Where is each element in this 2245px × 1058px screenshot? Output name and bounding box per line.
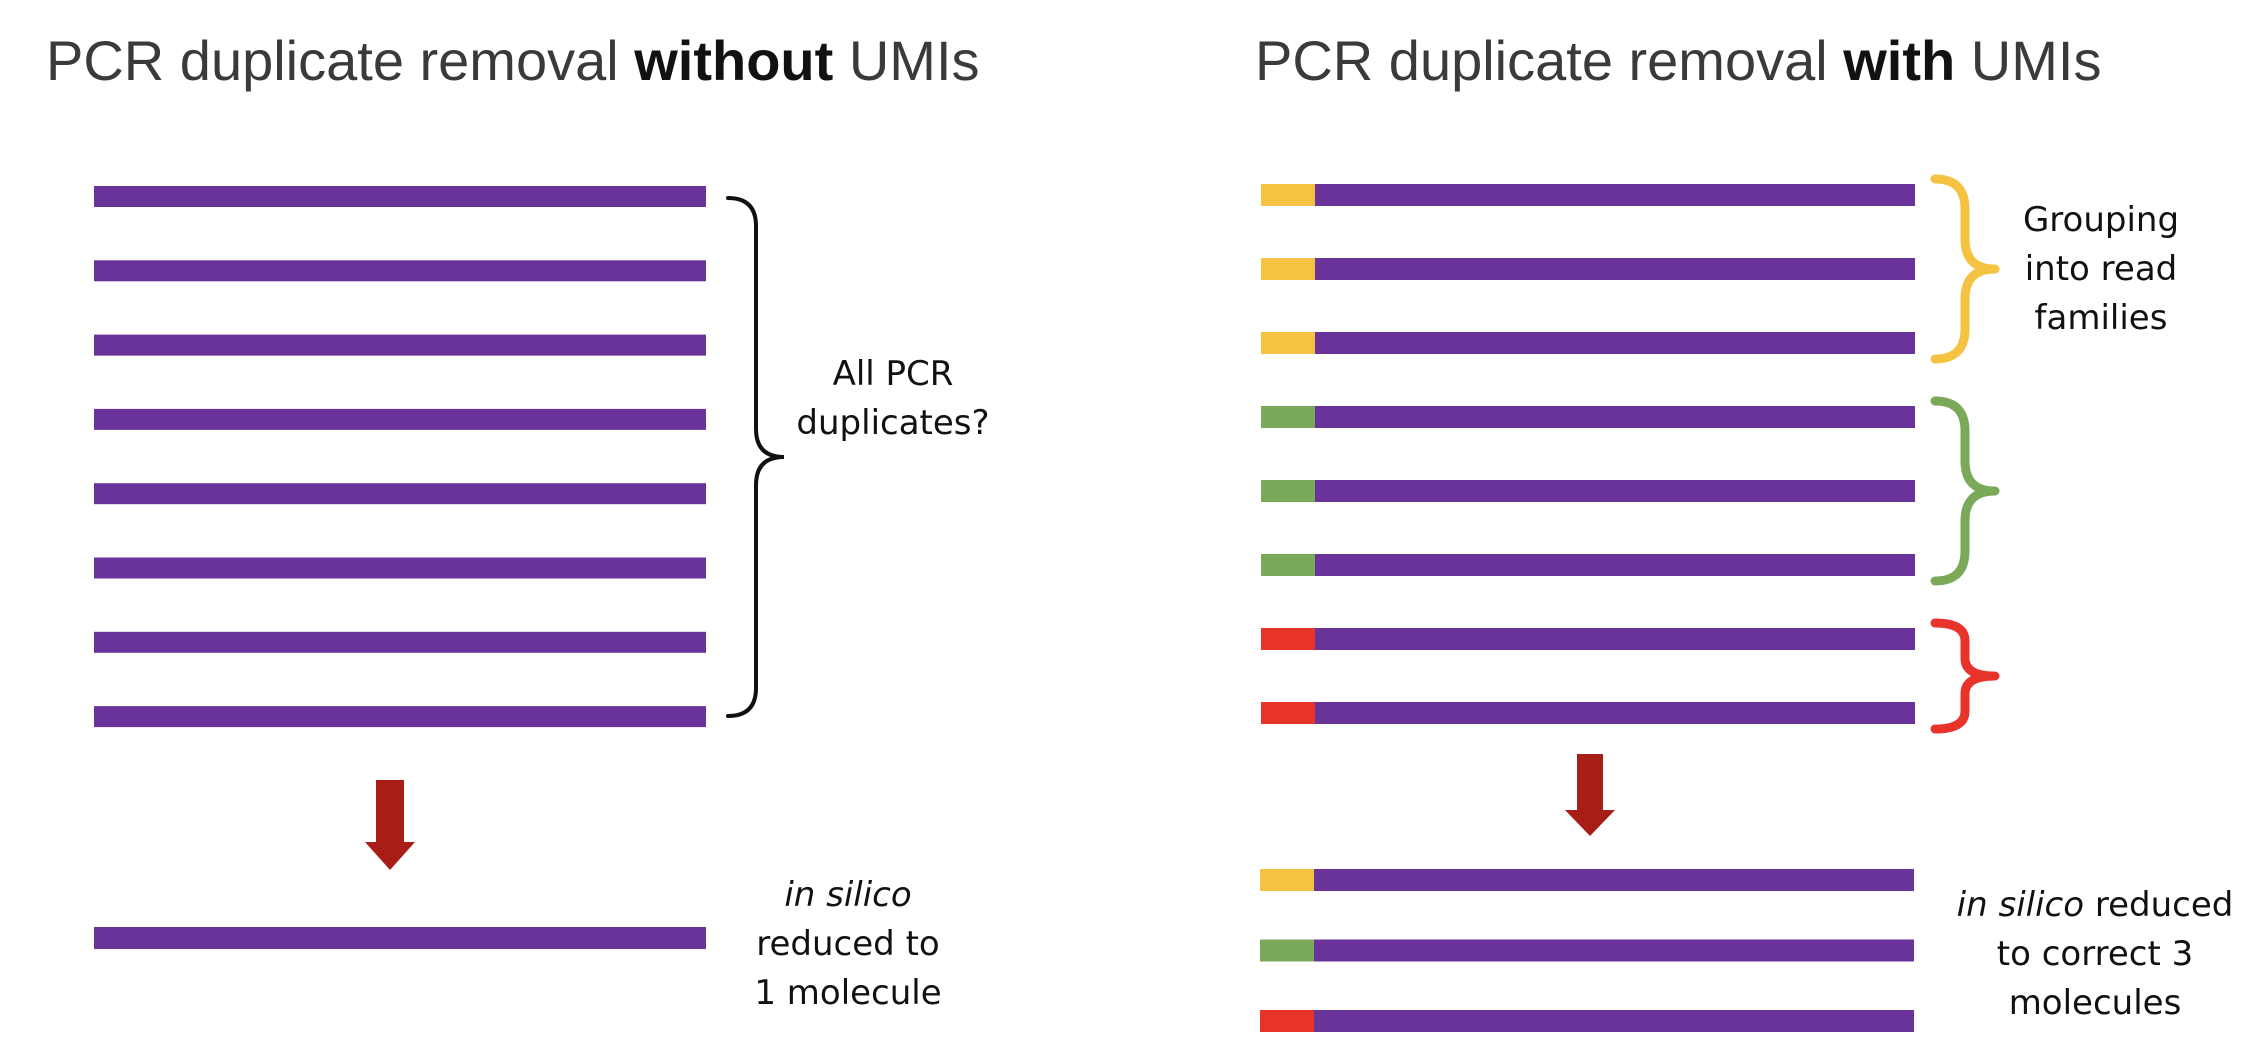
umi-tag-green-4	[1261, 406, 1315, 428]
left-result-line-3: 1 molecule	[754, 973, 942, 1013]
family-brace-yellow	[1930, 174, 2000, 364]
read-bar-3	[94, 334, 706, 356]
right-down-arrow-shape	[1565, 754, 1615, 836]
umi-tag-red-7	[1261, 628, 1315, 650]
right-result-label: in silico reduced to correct 3 molecules	[1945, 881, 2245, 1028]
right-brace-label-line-3: families	[2034, 298, 2168, 338]
left-result-line-2: reduced to	[756, 924, 940, 964]
output-umi-tag-green	[1260, 939, 1314, 962]
output-umi-tag-yellow	[1260, 869, 1314, 891]
read-bar-2	[94, 260, 706, 282]
read-bar-3	[1315, 332, 1915, 354]
read-bar-8	[94, 706, 706, 728]
left-result-label: in silico reduced to 1 molecule	[728, 871, 968, 1018]
right-panel-title: PCR duplicate removal with UMIs	[1255, 29, 2102, 92]
right-result-italic: in silico	[1956, 885, 2085, 925]
left-output-reads	[94, 927, 706, 949]
umi-tag-green-5	[1261, 480, 1315, 502]
left-panel-title: PCR duplicate removal without UMIs	[46, 29, 980, 92]
read-bar-5	[1315, 480, 1915, 502]
umi-tag-red-8	[1261, 702, 1315, 724]
left-brace-shape	[726, 196, 785, 718]
right-down-arrow-icon	[1565, 754, 1615, 836]
read-bar-5	[94, 483, 706, 505]
read-bar-1	[94, 186, 706, 207]
read-bar-6	[1315, 554, 1915, 576]
left-brace-label: All PCR duplicates?	[793, 350, 993, 448]
output-read-bar-1	[94, 927, 706, 949]
umi-tag-green-6	[1261, 554, 1315, 576]
read-bar-6	[94, 557, 706, 579]
family-brace-red	[1930, 618, 2000, 734]
left-brace-label-line-1: All PCR	[832, 354, 954, 394]
output-umi-tag-red	[1260, 1010, 1314, 1032]
right-input-reads	[1261, 184, 1915, 724]
umi-tag-yellow-3	[1261, 332, 1315, 354]
left-down-arrow-shape	[365, 780, 415, 870]
left-result-italic: in silico	[784, 875, 912, 915]
right-family-braces	[1930, 174, 2000, 734]
right-brace-label: Grouping into read families	[2001, 196, 2201, 343]
read-bar-1	[1315, 184, 1915, 206]
read-bar-2	[1315, 258, 1915, 280]
right-result-line-3: molecules	[2008, 983, 2182, 1023]
left-brace-label-line-2: duplicates?	[796, 403, 990, 443]
left-brace	[726, 196, 785, 718]
read-bar-4	[94, 408, 706, 430]
output-read-bar-1	[1314, 869, 1914, 891]
read-bar-7	[1315, 628, 1915, 650]
left-down-arrow-icon	[365, 780, 415, 870]
read-bar-4	[1315, 406, 1915, 428]
output-read-bar-2	[1314, 939, 1914, 962]
right-output-reads	[1260, 869, 1914, 1032]
right-brace-label-line-1: Grouping	[2022, 200, 2180, 240]
umi-tag-yellow-2	[1261, 258, 1315, 280]
output-read-bar-3	[1314, 1010, 1914, 1032]
read-bar-8	[1315, 702, 1915, 724]
umi-tag-yellow-1	[1261, 184, 1315, 206]
right-result-line-2: to correct 3	[1996, 934, 2194, 974]
left-input-reads	[94, 186, 706, 728]
right-result-line-1-rest: reduced	[2084, 885, 2234, 925]
family-brace-green	[1930, 396, 2000, 586]
read-bar-7	[94, 631, 706, 653]
right-brace-label-line-2: into read	[2024, 249, 2178, 289]
